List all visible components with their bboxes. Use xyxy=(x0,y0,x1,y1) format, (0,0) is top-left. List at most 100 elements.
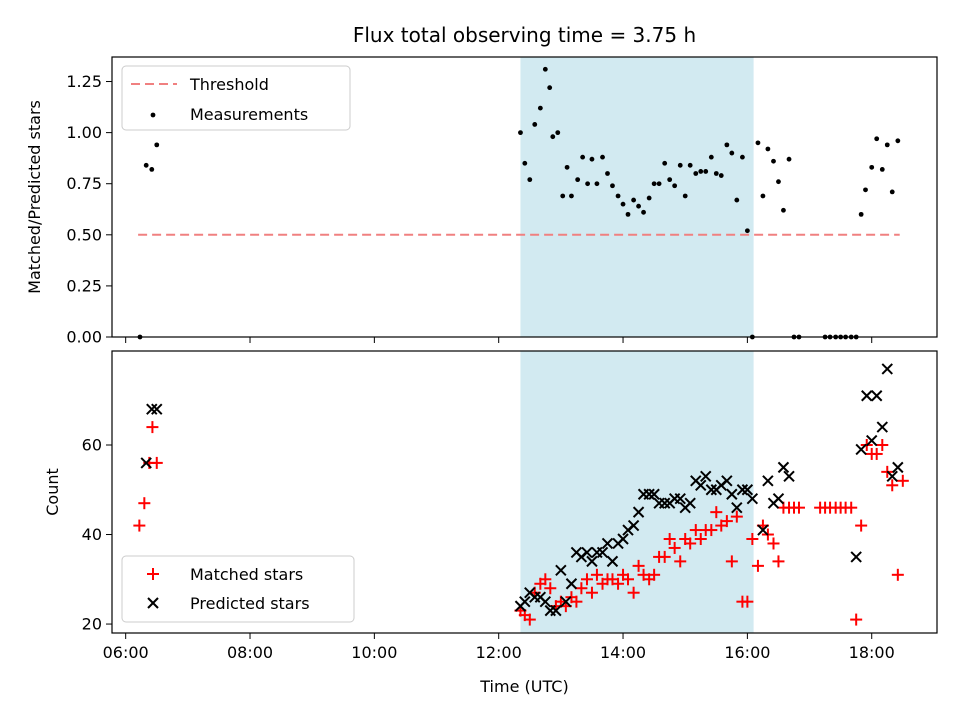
predicted-star-point xyxy=(726,488,738,500)
predicted-star-point xyxy=(772,493,785,505)
measurement-point xyxy=(765,146,771,152)
measurement-point xyxy=(677,162,683,168)
bottom-panel: 20 40 60 06:00 08:00 10:00 12:00 14:00 16:00 18:… xyxy=(43,350,938,696)
predicted-star-point xyxy=(741,484,754,496)
legend-matched-label: Matched stars xyxy=(190,565,303,584)
x-tick-label: 10:00 xyxy=(351,643,397,662)
measurement-point xyxy=(589,156,595,162)
bottom-x-ticks: 06:00 08:00 10:00 12:00 14:00 16:00 18:00 xyxy=(103,633,895,662)
predicted-star-point xyxy=(721,475,733,487)
matched-star-point xyxy=(523,613,536,626)
measurement-point xyxy=(646,195,652,201)
measurement-point xyxy=(879,167,885,172)
matched-star-point xyxy=(870,447,883,460)
x-tick-label: 14:00 xyxy=(600,643,646,662)
predicted-star-point xyxy=(601,537,614,550)
measurement-point xyxy=(143,162,149,168)
matched-star-point xyxy=(772,555,785,568)
predicted-star-point xyxy=(731,501,743,514)
predicted-points xyxy=(140,363,904,617)
measurement-point xyxy=(555,130,561,136)
measurement-point xyxy=(636,203,641,209)
y-tick-label: 0.50 xyxy=(66,225,102,244)
matched-star-point xyxy=(850,613,863,626)
y-tick-label: 0.25 xyxy=(66,276,102,295)
predicted-star-point xyxy=(140,457,152,469)
measurement-point xyxy=(776,179,781,185)
predicted-star-point xyxy=(581,546,593,559)
measurement-point xyxy=(755,140,761,146)
top-highlight-span xyxy=(520,57,754,337)
measurement-point xyxy=(656,181,662,187)
chart-title: Flux total observing time = 3.75 h xyxy=(353,23,696,47)
measurement-point xyxy=(682,193,688,199)
measurement-point xyxy=(522,160,528,166)
measurement-point xyxy=(874,136,880,142)
measurement-point xyxy=(149,167,155,172)
y-tick-label: 0.75 xyxy=(66,174,102,193)
top-x-ticks xyxy=(125,337,873,343)
bottom-y-label: Count xyxy=(43,468,62,516)
matched-star-point xyxy=(746,533,759,545)
measurement-point xyxy=(527,177,533,183)
predicted-star-point xyxy=(881,363,893,375)
predicted-star-point xyxy=(866,434,878,447)
measurement-point xyxy=(547,85,553,91)
matched-star-point xyxy=(663,533,676,545)
legend-measurement-swatch xyxy=(150,112,156,118)
top-panel: 0.00 0.25 0.50 0.75 1.00 1.25 Matched/Predict… xyxy=(25,56,938,347)
matched-star-point xyxy=(622,573,635,586)
measurement-point xyxy=(884,142,890,148)
measurement-point xyxy=(729,150,735,156)
bottom-axes-frame xyxy=(111,350,938,634)
measurement-point xyxy=(154,142,160,148)
predicted-star-point xyxy=(632,506,645,518)
predicted-star-point xyxy=(606,555,619,568)
matched-star-point xyxy=(855,519,868,532)
measurement-point xyxy=(740,154,745,160)
measurement-point xyxy=(672,183,678,189)
matched-star-point xyxy=(570,595,583,608)
predicted-star-point xyxy=(684,497,696,509)
y-tick-label: 60 xyxy=(82,436,102,455)
measurement-point xyxy=(615,193,621,199)
predicted-star-point xyxy=(861,390,873,402)
predicted-star-point xyxy=(695,479,707,491)
matched-star-point xyxy=(741,595,754,608)
measurement-point xyxy=(760,193,766,199)
predicted-star-point xyxy=(705,484,718,496)
predicted-star-point xyxy=(555,564,567,577)
top-legend-box xyxy=(121,65,351,131)
predicted-star-point xyxy=(757,524,769,536)
measurement-point xyxy=(550,134,556,140)
predicted-star-point xyxy=(850,551,862,563)
measurement-point xyxy=(698,169,704,174)
predicted-star-point xyxy=(783,470,795,483)
matched-star-point xyxy=(684,537,697,550)
measurement-point xyxy=(610,183,615,189)
measurement-point xyxy=(575,177,581,183)
measurement-point xyxy=(605,171,610,176)
measurement-point xyxy=(713,171,719,176)
matched-star-point xyxy=(590,568,603,581)
predicted-star-point xyxy=(886,470,898,483)
x-tick-label: 06:00 xyxy=(103,643,149,662)
predicted-star-point xyxy=(876,421,888,433)
x-tick-label: 16:00 xyxy=(724,643,770,662)
matched-star-point xyxy=(730,510,743,523)
measurement-point xyxy=(771,158,776,164)
measurement-point xyxy=(744,228,750,234)
measurement-points xyxy=(137,66,901,340)
measurement-point xyxy=(594,181,600,187)
matched-star-point xyxy=(150,456,163,469)
matched-star-point xyxy=(896,474,909,487)
predicted-star-point xyxy=(674,493,686,505)
legend-predicted-swatch xyxy=(147,597,159,609)
measurement-point xyxy=(625,211,631,217)
matched-star-point xyxy=(710,506,723,519)
measurement-point xyxy=(631,197,637,203)
measurement-point xyxy=(560,193,566,199)
predicted-star-point xyxy=(648,488,660,500)
matched-star-point xyxy=(648,568,661,581)
matched-star-point xyxy=(891,568,904,581)
